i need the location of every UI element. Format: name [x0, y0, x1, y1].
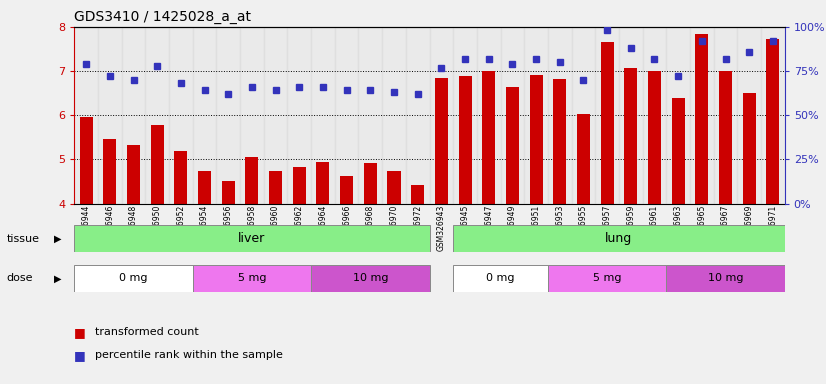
Bar — [145, 27, 169, 204]
Bar — [548, 27, 572, 204]
Bar — [761, 27, 785, 204]
Text: 10 mg: 10 mg — [708, 273, 743, 283]
Text: 0 mg: 0 mg — [119, 273, 148, 283]
Bar — [738, 27, 761, 204]
Text: transformed count: transformed count — [95, 327, 199, 337]
Bar — [150, 125, 164, 380]
Bar — [316, 162, 330, 380]
Bar — [216, 27, 240, 204]
Bar — [743, 93, 756, 380]
Bar — [221, 180, 235, 380]
Bar — [714, 27, 738, 204]
Bar — [121, 27, 145, 204]
Bar — [363, 163, 377, 380]
Bar — [548, 265, 667, 292]
Bar — [74, 265, 192, 292]
Bar — [335, 27, 358, 204]
Bar — [453, 265, 548, 292]
Text: lung: lung — [605, 232, 633, 245]
Text: ■: ■ — [74, 326, 86, 339]
Bar — [127, 145, 140, 380]
Bar — [263, 27, 287, 204]
Bar — [458, 76, 472, 380]
Bar — [690, 27, 714, 204]
Bar — [648, 71, 661, 380]
Bar — [596, 27, 619, 204]
Bar — [245, 157, 259, 380]
Bar — [506, 88, 519, 380]
Text: 10 mg: 10 mg — [353, 273, 388, 283]
Bar — [624, 68, 638, 380]
Bar — [453, 27, 477, 204]
Text: 0 mg: 0 mg — [487, 273, 515, 283]
Bar — [340, 176, 354, 380]
Text: liver: liver — [239, 232, 265, 245]
Bar — [169, 27, 192, 204]
Bar — [74, 27, 98, 204]
Bar — [292, 167, 306, 380]
Bar — [619, 27, 643, 204]
Bar — [406, 27, 430, 204]
Bar — [174, 151, 188, 380]
Text: 5 mg: 5 mg — [593, 273, 621, 283]
Bar — [74, 225, 430, 252]
Text: 5 mg: 5 mg — [238, 273, 266, 283]
Bar — [601, 42, 614, 380]
Bar — [79, 118, 93, 380]
Bar — [572, 27, 596, 204]
Bar — [643, 27, 667, 204]
Bar — [103, 139, 116, 380]
Bar — [382, 27, 406, 204]
Bar — [667, 27, 690, 204]
Bar — [672, 98, 685, 380]
Bar — [667, 265, 785, 292]
Bar — [553, 79, 567, 380]
Bar — [98, 27, 121, 204]
Bar — [192, 265, 311, 292]
Bar — [430, 27, 453, 204]
Bar — [695, 33, 709, 380]
Bar — [240, 27, 263, 204]
Bar — [192, 27, 216, 204]
Bar — [311, 27, 335, 204]
Bar — [477, 27, 501, 204]
Bar — [387, 171, 401, 380]
Bar — [529, 75, 543, 380]
Bar — [453, 225, 785, 252]
Text: ▶: ▶ — [55, 234, 62, 244]
Bar — [767, 39, 780, 380]
Bar — [311, 265, 430, 292]
Text: tissue: tissue — [7, 234, 40, 244]
Text: percentile rank within the sample: percentile rank within the sample — [95, 350, 282, 360]
Bar — [525, 27, 548, 204]
Bar — [411, 185, 425, 380]
Text: ■: ■ — [74, 349, 86, 362]
Bar — [482, 71, 496, 380]
Text: dose: dose — [7, 273, 33, 283]
Bar — [719, 71, 732, 380]
Bar — [501, 27, 525, 204]
Text: ▶: ▶ — [55, 273, 62, 283]
Bar — [198, 171, 211, 380]
Bar — [287, 27, 311, 204]
Text: GDS3410 / 1425028_a_at: GDS3410 / 1425028_a_at — [74, 10, 251, 23]
Bar — [577, 114, 590, 380]
Bar — [269, 171, 282, 380]
Bar — [358, 27, 382, 204]
Bar — [434, 78, 448, 380]
